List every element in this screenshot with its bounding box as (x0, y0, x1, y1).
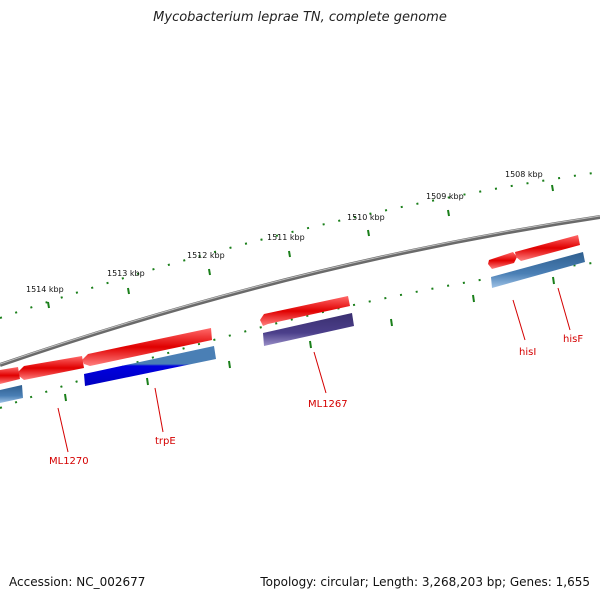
genome-backbone (0, 215, 600, 367)
connector-ML1270 (57, 407, 69, 453)
gene-arrow-ML1267[interactable] (260, 296, 350, 326)
cds-bar-offscreen[interactable] (0, 385, 23, 403)
cds-bar-trpE[interactable] (84, 346, 216, 386)
forward-gene-track (0, 235, 580, 384)
major-tick (47, 301, 50, 309)
gene-label-hisI[interactable]: hisI (519, 347, 536, 358)
major-tick (127, 287, 130, 295)
major-tick (367, 229, 370, 237)
major-tick (146, 377, 149, 386)
major-tick (472, 294, 475, 303)
major-tick (447, 209, 450, 217)
kbp-label: 1509 kbp (426, 192, 464, 201)
major-tick (288, 250, 291, 258)
genome-backbone-highlight (0, 215, 600, 365)
connector-hisF (557, 287, 571, 331)
cds-feature-track (0, 252, 585, 403)
label-connectors (57, 287, 571, 453)
major-tick (228, 360, 231, 369)
major-tick (551, 184, 554, 192)
connector-hisI (512, 299, 526, 341)
major-tick (208, 268, 211, 276)
kbp-label: 1510 kbp (347, 213, 385, 222)
map-title: Mycobacterium leprae TN, complete genome (153, 10, 447, 25)
outer-ruler-ticks (0, 171, 600, 319)
kbp-label: 1514 kbp (26, 285, 64, 294)
outer-ruler-dots (0, 171, 600, 319)
genome-summary-text: Topology: circular; Length: 3,268,203 bp… (260, 575, 590, 589)
gene-arrow-ML1270[interactable] (18, 356, 84, 380)
major-tick (64, 393, 67, 402)
cds-bar-ML1267[interactable] (263, 313, 354, 346)
kbp-label: 1508 kbp (505, 170, 543, 179)
kbp-label: 1511 kbp (267, 233, 305, 242)
major-tick (390, 318, 393, 327)
gene-label-trpE[interactable]: trpE (155, 436, 176, 447)
gene-label-ML1270[interactable]: ML1270 (49, 456, 89, 467)
gene-arrow-hisF[interactable] (515, 235, 580, 261)
kbp-label: 1513 kbp (107, 269, 145, 278)
inner-ruler-ticks (0, 261, 600, 409)
cds-bar-his[interactable] (491, 252, 585, 288)
connector-ML1267 (313, 351, 327, 394)
gene-label-ML1267[interactable]: ML1267 (308, 399, 348, 410)
major-tick (552, 276, 555, 285)
major-tick (309, 340, 312, 349)
connector-trpE (154, 387, 164, 433)
gene-arrow-offscreen[interactable] (0, 367, 20, 384)
gene-arrow-hisI[interactable] (488, 252, 517, 269)
accession-text: Accession: NC_002677 (9, 575, 146, 589)
gene-arrow-trpE[interactable] (82, 328, 212, 366)
gene-label-hisF[interactable]: hisF (563, 334, 583, 345)
kbp-label: 1512 kbp (187, 251, 225, 260)
